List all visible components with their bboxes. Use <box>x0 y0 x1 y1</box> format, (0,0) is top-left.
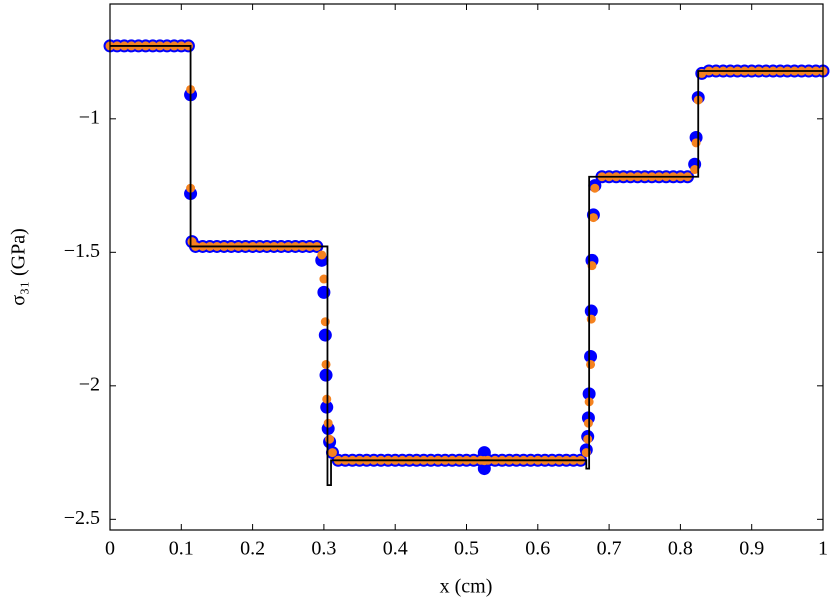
data-point <box>327 448 337 458</box>
exact-solution-line <box>110 45 823 487</box>
x-tick-label: 0.9 <box>739 538 764 560</box>
data-point <box>583 434 593 444</box>
data-point <box>584 349 598 363</box>
data-point <box>590 183 600 193</box>
data-point <box>588 213 598 223</box>
data-point <box>321 359 331 369</box>
x-tick-label: 0.2 <box>240 538 265 560</box>
x-tick-label: 0.8 <box>668 538 693 560</box>
data-point <box>584 304 598 318</box>
x-tick-label: 0.7 <box>597 538 622 560</box>
x-tick-label: 0.5 <box>454 538 479 560</box>
data-point <box>318 328 332 342</box>
y-tick-label: −1.5 <box>64 240 100 262</box>
x-tick-label: 1 <box>818 538 828 560</box>
y-tick-label: −2 <box>79 373 100 395</box>
y-axis-label: σ₃₁ (GPa) <box>8 228 30 306</box>
plot-frame <box>109 3 824 531</box>
data-point <box>690 165 700 175</box>
x-tick-label: 0.1 <box>169 538 194 560</box>
x-tick-label: 0.6 <box>525 538 550 560</box>
x-axis-label: x (cm) <box>440 576 493 598</box>
x-tick-label: 0 <box>105 538 115 560</box>
data-point <box>317 285 331 299</box>
data-point <box>319 274 329 284</box>
data-point <box>319 368 333 382</box>
data-point <box>320 317 330 327</box>
data-point <box>325 434 335 444</box>
data-point <box>586 314 596 324</box>
y-tick-label: −1 <box>79 106 100 128</box>
data-point <box>691 138 701 148</box>
x-tick-label: 0.3 <box>311 538 336 560</box>
data-point <box>317 250 327 260</box>
y-tick-label: −2.5 <box>64 507 100 529</box>
x-tick-label: 0.4 <box>383 538 408 560</box>
data-point <box>586 359 596 369</box>
